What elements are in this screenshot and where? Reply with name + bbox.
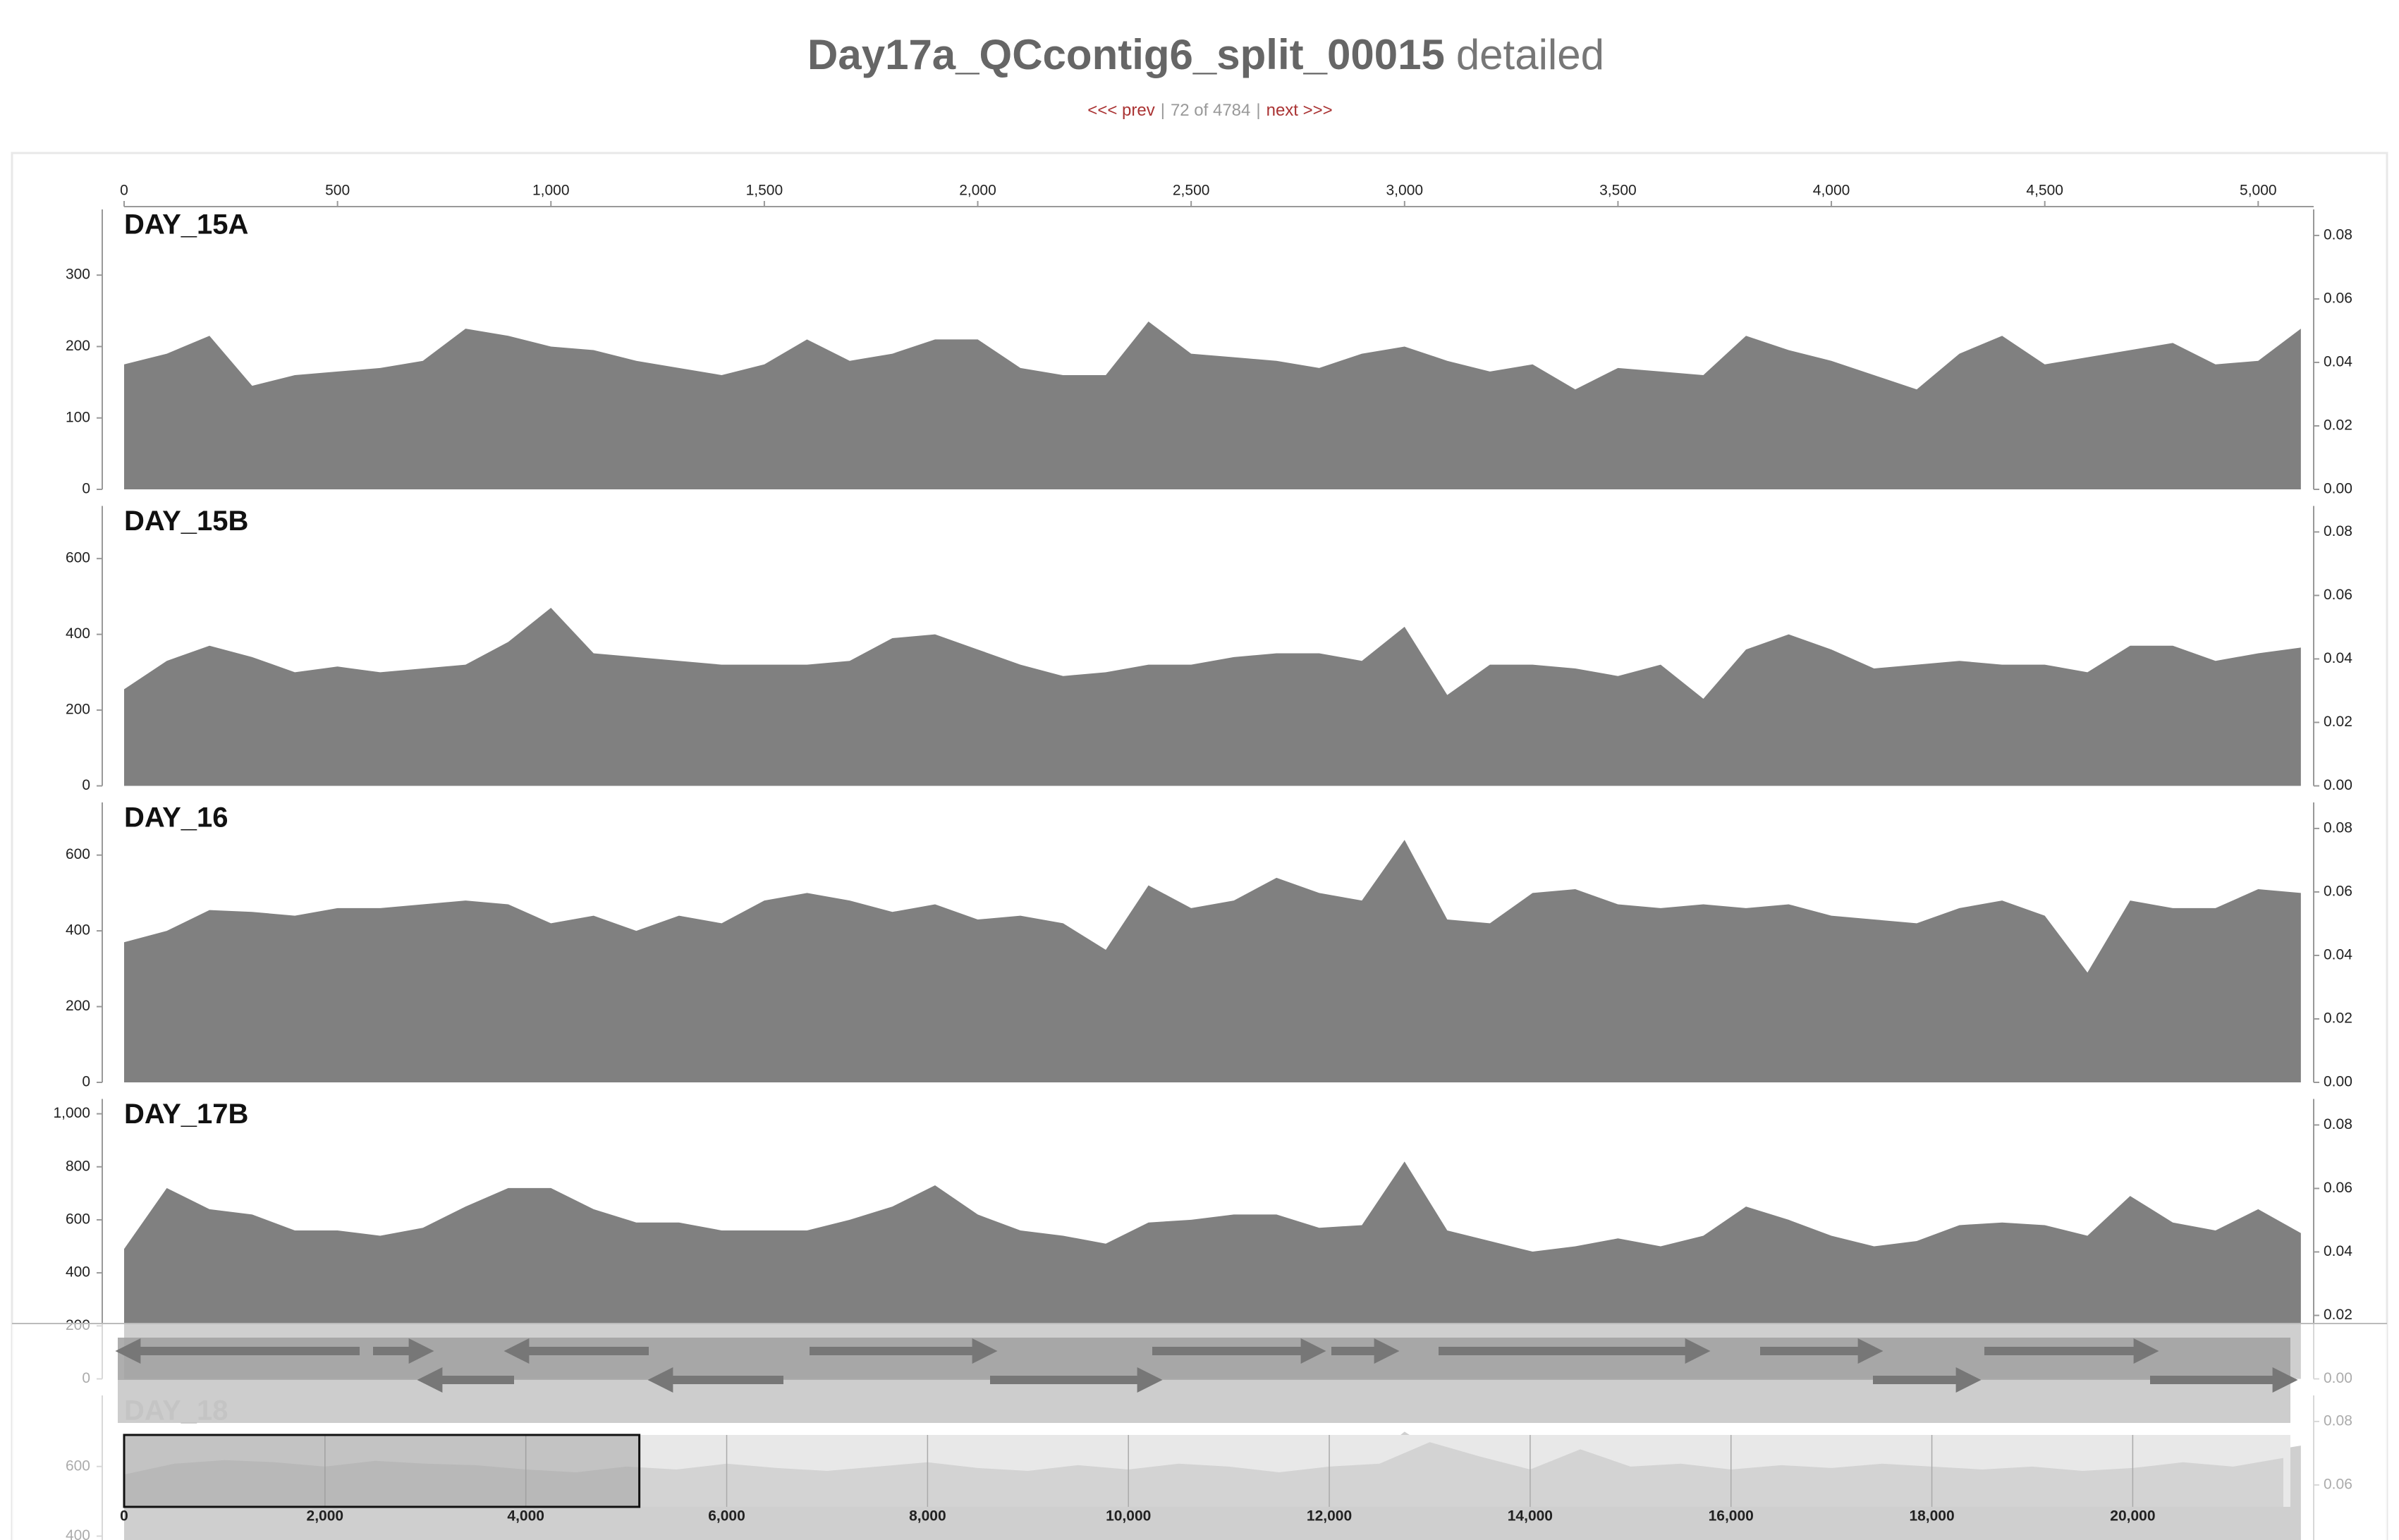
y-tick-label: 0 <box>82 1074 90 1090</box>
separator: | <box>1161 101 1165 120</box>
y2-tick-label: 0.06 <box>2324 883 2352 899</box>
y-tick-label: 600 <box>66 550 90 566</box>
x-tick-label: 4,000 <box>507 1508 544 1524</box>
x-tick-label: 2,500 <box>1173 183 1210 199</box>
y2-tick-label: 0.02 <box>2324 714 2352 730</box>
y2-tick-label: 0.02 <box>2324 1307 2352 1323</box>
x-tick-label: 4,000 <box>1813 183 1850 199</box>
x-tick-label: 16,000 <box>1709 1508 1754 1524</box>
y-tick-label: 0 <box>82 481 90 497</box>
y-tick-label: 400 <box>66 625 90 642</box>
separator: | <box>1256 101 1260 120</box>
x-tick-label: 1,000 <box>532 183 570 199</box>
y2-tick-label: 0.00 <box>2324 777 2352 793</box>
genes <box>115 1338 2298 1393</box>
title-main: Day17a_QCcontig6_split_00015 <box>807 31 1445 78</box>
y-tick-label: 800 <box>66 1158 90 1174</box>
y2-tick-label: 0.06 <box>2324 1180 2352 1196</box>
track: 0 100 200 300 0.00 0.02 0.04 0.06 0.08 0 500 1,000 1… <box>66 183 2352 497</box>
track-title: DAY_16 <box>124 802 228 833</box>
position: 72 of 4784 <box>1171 101 1250 120</box>
brush[interactable] <box>123 1434 641 1508</box>
coverage-area <box>124 608 2301 786</box>
x-tick-label: 20,000 <box>2110 1508 2155 1524</box>
y-tick-label: 0 <box>82 777 90 793</box>
y2-tick-label: 0.08 <box>2324 523 2352 539</box>
gene-band <box>118 1338 2290 1380</box>
pager: <<< prev | 72 of 4784 | next >>> <box>1087 101 1332 120</box>
y2-tick-label: 0.00 <box>2324 1074 2352 1090</box>
x-tick-label: 8,000 <box>909 1508 946 1524</box>
y-tick-label: 200 <box>66 338 90 354</box>
y2-tick-label: 0.00 <box>2324 481 2352 497</box>
x-tick-label: 0 <box>120 1508 128 1524</box>
x-tick-label: 1,500 <box>746 183 783 199</box>
y-tick-label: 300 <box>66 267 90 283</box>
y-tick-label: 200 <box>66 702 90 718</box>
x-tick-label: 14,000 <box>1508 1508 1553 1524</box>
track: 0 200 400 600 0.00 0.02 0.04 0.06 0.08 DAY_16 <box>66 802 2352 1090</box>
x-tick-label: 500 <box>325 183 350 199</box>
coverage-area <box>124 322 2301 489</box>
x-tick-label: 2,000 <box>959 183 996 199</box>
title-suffix: detailed <box>1456 31 1604 78</box>
y2-tick-label: 0.04 <box>2324 947 2352 963</box>
y2-tick-label: 0.08 <box>2324 1116 2352 1132</box>
y2-tick-label: 0.08 <box>2324 226 2352 243</box>
page-title: Day17a_QCcontig6_split_00015 detailed <box>807 31 1604 78</box>
x-tick-label: 6,000 <box>708 1508 745 1524</box>
y-tick-label: 200 <box>66 998 90 1014</box>
gene-band <box>118 1380 2290 1423</box>
x-tick-label: 3,500 <box>1599 183 1637 199</box>
y-tick-label: 600 <box>66 846 90 862</box>
x-tick-label: 10,000 <box>1106 1508 1151 1524</box>
y2-tick-label: 0.08 <box>2324 819 2352 836</box>
y2-tick-label: 0.06 <box>2324 290 2352 306</box>
x-tick-label: 18,000 <box>1909 1508 1954 1524</box>
track-title: DAY_15A <box>124 209 248 240</box>
x-tick-label: 12,000 <box>1307 1508 1352 1524</box>
x-tick-label: 0 <box>120 183 128 199</box>
next-link[interactable]: next >>> <box>1266 101 1333 120</box>
y2-tick-label: 0.04 <box>2324 354 2352 370</box>
track: 0 200 400 600 0.00 0.02 0.04 0.06 0.08 DAY_15B <box>66 506 2352 793</box>
prev-link[interactable]: <<< prev <box>1087 101 1154 120</box>
y2-tick-label: 0.02 <box>2324 1010 2352 1027</box>
y-tick-label: 400 <box>66 1264 90 1281</box>
coverage-area <box>124 1442 2284 1507</box>
y-tick-label: 100 <box>66 409 90 425</box>
coverage-area <box>124 840 2301 1082</box>
y2-tick-label: 0.04 <box>2324 650 2352 666</box>
minimap: 0 2,000 4,000 6,000 8,000 10,000 12,000 14,000 1… <box>120 1434 2284 1524</box>
y-tick-label: 1,000 <box>53 1105 90 1121</box>
x-tick-label: 4,500 <box>2026 183 2063 199</box>
y-tick-label: 400 <box>66 922 90 939</box>
y-tick-label: 600 <box>66 1211 90 1227</box>
x-tick-label: 5,000 <box>2240 183 2277 199</box>
track-title: DAY_17B <box>124 1099 248 1130</box>
track-title: DAY_15B <box>124 506 248 537</box>
y2-tick-label: 0.06 <box>2324 587 2352 603</box>
x-tick-label: 3,000 <box>1386 183 1424 199</box>
x-tick-label: 2,000 <box>307 1508 344 1524</box>
y2-tick-label: 0.04 <box>2324 1243 2352 1259</box>
y2-tick-label: 0.02 <box>2324 417 2352 434</box>
